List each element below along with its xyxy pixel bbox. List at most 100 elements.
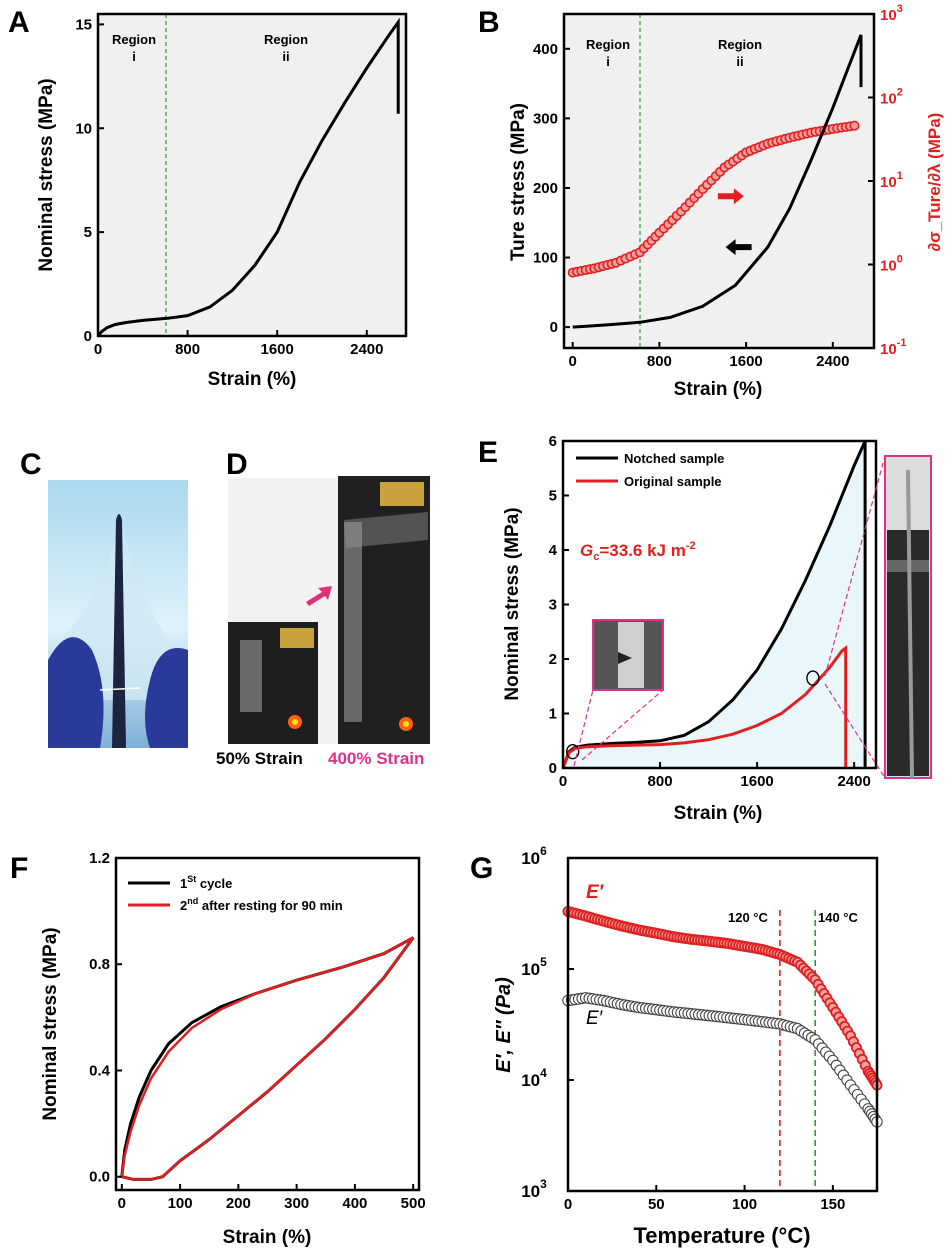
y-tick-label: 200: [533, 180, 558, 197]
y2-tick-label: 100: [880, 254, 903, 275]
y2-axis-label: ∂σ_Ture/∂λ (MPa): [925, 113, 944, 252]
x-tick-label: 300: [284, 1195, 309, 1212]
y-tick-label: 103: [521, 1177, 547, 1201]
y-axis-label: Nominal stress (MPa): [36, 78, 57, 271]
region-ii-label: Region: [718, 37, 762, 52]
x-tick-label: 0: [94, 341, 102, 358]
y-tick-label: 0: [550, 319, 558, 336]
x-tick-label: 2400: [350, 341, 383, 358]
legend-label-first: 1St cycle: [180, 874, 232, 891]
sample-photo: [48, 480, 188, 748]
y-tick-label: 6: [549, 433, 557, 450]
x-tick-label: 0: [568, 353, 576, 370]
y-tick-label: 104: [521, 1066, 547, 1090]
x-tick-label: 400: [342, 1195, 367, 1212]
x-tick-label: 0: [559, 773, 567, 790]
y-tick-label: 0.4: [89, 1062, 111, 1079]
panel-b: B Region i Region ii 0 800 1600 2400 0 100 20…: [478, 3, 944, 400]
y-tick-label: 0: [84, 328, 92, 345]
y2-tick-label: 10-1: [880, 337, 906, 358]
x-tick-label: 2400: [816, 353, 849, 370]
legend-label-original: Original sample: [624, 474, 722, 489]
panel-letter: A: [8, 6, 30, 39]
panel-letter: G: [470, 852, 493, 885]
x-tick-label: 100: [168, 1195, 193, 1212]
panel-d: D 50% Strain 400% Strain: [216, 448, 430, 768]
energy-area: [563, 441, 866, 768]
x-axis-label: Strain (%): [208, 369, 297, 390]
region-i-sub: i: [606, 54, 610, 69]
y-tick-label: 105: [521, 955, 547, 979]
x-tick-label: 1600: [261, 341, 294, 358]
y-tick-label: 2: [549, 651, 557, 668]
y-tick-label: 4: [549, 542, 558, 559]
y-tick-label: 0: [549, 760, 557, 777]
panel-a: A Region i Region ii 0 800 1600 2400 0 5 10 15…: [8, 6, 408, 390]
plot-background: [98, 14, 406, 336]
y-axis-label: Ture stress (MPa): [508, 103, 529, 261]
series-line-second-cycle: [120, 936, 415, 1181]
y-axis-right: 10-1 100 101 102 103: [868, 3, 906, 358]
legend: 1St cycle 2nd after resting for 90 min: [128, 874, 343, 913]
x-tick-label: 800: [175, 341, 200, 358]
series-label-e-double-prime: E′: [586, 1008, 604, 1029]
legend-label-second: 2nd after resting for 90 min: [180, 896, 343, 913]
zoom-link: [573, 689, 594, 767]
zoom-markers: [566, 670, 820, 760]
arrow-icon: [306, 586, 332, 606]
series-line-true-stress: [572, 34, 863, 329]
temperature-markers: [779, 910, 817, 1191]
x-tick-label: 100: [732, 1196, 757, 1213]
plot-frame: [96, 12, 408, 338]
y-tick-label: 0.8: [89, 956, 110, 973]
energy-annotation: Gc=33.6 kJ m-2: [580, 540, 696, 563]
y-axis: 0.0 0.4 0.8 1.2: [89, 850, 122, 1186]
y-axis-label: Nominal stress (MPa): [502, 507, 523, 700]
plot-frame: [114, 856, 421, 1192]
inset-notch-image: [592, 619, 664, 691]
caption-50-strain: 50% Strain: [216, 749, 303, 768]
x-axis-label: Temperature (°C): [633, 1223, 810, 1248]
x-axis: 0 800 1600 2400: [568, 342, 849, 370]
scatter-points: [562, 905, 883, 1128]
region-i-sub: i: [132, 49, 136, 64]
y2-tick-label: 101: [880, 170, 903, 191]
x-tick-label: 1600: [740, 773, 773, 790]
x-axis-label: Strain (%): [674, 379, 763, 400]
zoom-marker: [806, 670, 820, 686]
y-axis-label: E′, E″ (Pa): [493, 977, 515, 1073]
caption-400-strain: 400% Strain: [328, 749, 424, 768]
axis-arrows: [717, 188, 752, 256]
panel-c: C: [20, 448, 188, 748]
x-tick-label: 500: [401, 1195, 426, 1212]
panel-letter: E: [478, 436, 498, 469]
series-label-e-prime: E′: [586, 882, 605, 903]
region-i-label: Region: [586, 37, 630, 52]
x-tick-label: 50: [648, 1196, 665, 1213]
arrow-icon: [717, 188, 744, 205]
inset-crack-image: [884, 455, 932, 779]
y-axis: 103 104 105 106: [521, 844, 574, 1201]
region-ii-label: Region: [264, 32, 308, 47]
y2-tick-label: 103: [880, 3, 903, 24]
plot-frame: [566, 856, 879, 1193]
y2-tick-label: 102: [880, 87, 903, 108]
y-tick-label: 0.0: [89, 1169, 110, 1186]
region-ii-sub: ii: [736, 54, 743, 69]
y-axis-label: Nominal stress (MPa): [40, 927, 61, 1120]
y-tick-label: 100: [533, 250, 558, 267]
marker-140-label: 140 °C: [818, 910, 859, 925]
x-axis-label: Strain (%): [674, 803, 763, 824]
photo-50-strain: [228, 478, 338, 744]
x-axis: 0 50 100 150: [564, 1185, 845, 1213]
x-tick-label: 2400: [837, 773, 870, 790]
x-tick-label: 0: [118, 1195, 126, 1212]
y-tick-label: 10: [75, 120, 92, 137]
y-tick-label: 400: [533, 41, 558, 58]
data-point: [849, 120, 860, 131]
y-tick-label: 106: [521, 844, 547, 868]
y-tick-label: 1: [549, 706, 557, 723]
panel-g: G 120 °C 140 °C E′ E′ 0 50 100 150 10310410…: [470, 844, 883, 1248]
panel-letter: D: [226, 448, 248, 481]
panel-e: E Notched sample Original sample Gc=33.6…: [478, 433, 932, 824]
